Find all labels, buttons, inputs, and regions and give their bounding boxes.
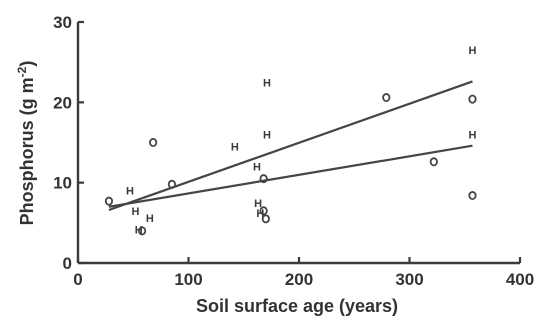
data-point-h: H <box>263 77 271 89</box>
data-point-o <box>468 191 477 201</box>
x-tick-label: 400 <box>506 270 534 289</box>
x-tick-label: 0 <box>73 270 82 289</box>
y-axis-title: Phosphorus (g m-2) <box>15 61 37 226</box>
y-tick-label: 20 <box>53 93 72 112</box>
trend-line-1 <box>108 80 473 212</box>
trend-line-2 <box>108 144 473 208</box>
y-tick-label: 0 <box>63 254 72 273</box>
x-tick-label: 200 <box>285 270 313 289</box>
data-point-o <box>259 174 268 184</box>
y-tick-label: 10 <box>53 174 72 193</box>
data-point-h: H <box>263 129 271 141</box>
data-point-h: H <box>469 45 477 57</box>
data-point-o <box>137 226 147 236</box>
y-axis-title-exponent: -2 <box>15 66 29 77</box>
y-axis-title-main: Phosphorus (g m <box>17 77 37 225</box>
data-point-h: H <box>131 206 139 218</box>
data-point-o <box>382 93 391 103</box>
data-point-o <box>167 179 177 189</box>
y-tick-label: 30 <box>53 13 72 32</box>
x-tick-label: 300 <box>395 270 423 289</box>
data-point-o <box>104 196 114 206</box>
data-point-h: H <box>146 213 154 225</box>
data-point-o <box>429 157 438 167</box>
data-point-h: H <box>256 208 264 220</box>
data-point-o <box>149 137 158 147</box>
data-point-o <box>259 206 268 216</box>
data-point-h: H <box>254 198 262 210</box>
data-point-h: H <box>126 186 134 198</box>
data-point-o <box>468 94 477 104</box>
x-axis-title: Soil surface age (years) <box>196 296 398 316</box>
data-point-h: H <box>253 162 261 174</box>
x-tick-label: 100 <box>174 270 202 289</box>
y-axis-title-close: ) <box>17 61 37 67</box>
data-point-h: H <box>469 129 477 141</box>
data-point-h: H <box>231 142 239 154</box>
data-point-o <box>261 214 270 224</box>
